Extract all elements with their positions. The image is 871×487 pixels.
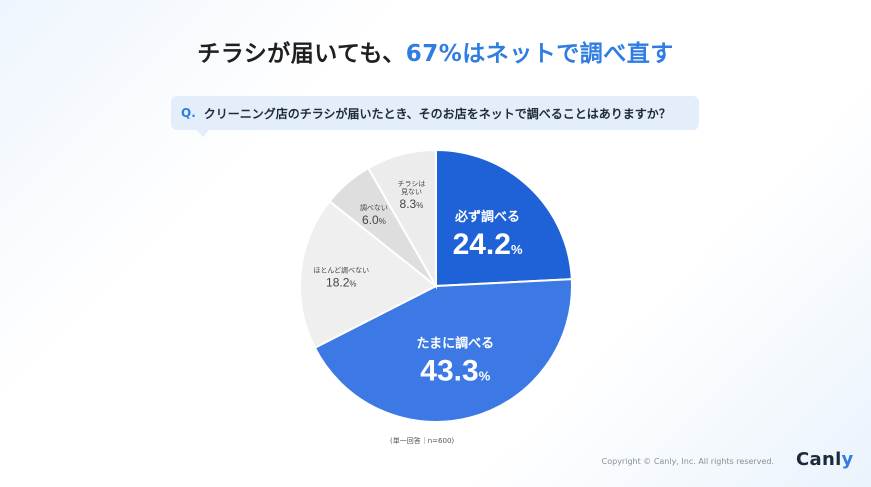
title-plain: チラシが届いても、: [197, 41, 406, 67]
pie-category-label-4-1: 見ない: [401, 188, 422, 196]
pie-value-unit-3: %: [379, 217, 386, 226]
page-title: チラシが届いても、67%はネットで調べ直す: [0, 34, 871, 68]
logo-accent: y: [841, 449, 854, 470]
title-accent-2: ネットで調べ直す: [485, 41, 674, 67]
sample-note: (単一回答｜n=600): [390, 437, 455, 445]
pie-value-unit-2: %: [349, 279, 356, 288]
pie-category-label-4-0: チラシは: [398, 180, 426, 188]
pie-slice-1: [313, 278, 573, 423]
question-bubble-tail: [196, 129, 210, 137]
pie-value-unit-1: %: [479, 368, 491, 383]
question-text: クリーニング店のチラシが届いたとき、そのお店をネットで調べることはありますか？: [203, 106, 671, 121]
pie-value-label-4: 8.3%: [400, 197, 424, 211]
pie-slice-0: [435, 148, 573, 288]
pie-slice-4: [366, 148, 437, 290]
logo-text: Canl: [796, 449, 842, 470]
question-bubble: Q. クリーニング店のチラシが届いたとき、そのお店をネットで調べることはあります…: [171, 96, 699, 130]
copyright: Copyright © Canly, Inc. All rights reser…: [601, 457, 774, 466]
pie-value-unit-0: %: [511, 242, 523, 257]
question-label: Q.: [181, 106, 196, 120]
canly-logo: Canly: [796, 449, 854, 470]
title-accent: 67%は: [405, 41, 486, 67]
pie-category-label-0-0: 必ず調べる: [454, 209, 520, 225]
pie-category-label-2-0: ほとんど調べない: [313, 265, 369, 274]
pie-value-label-2: 18.2%: [326, 275, 356, 289]
pie-value-unit-4: %: [416, 201, 423, 210]
pie-category-label-1-0: たまに調べる: [416, 335, 494, 351]
pie-value-label-3: 6.0%: [362, 213, 386, 227]
pie-category-label-3-0: 調べない: [360, 203, 388, 212]
pie-slice-2: [299, 199, 438, 350]
